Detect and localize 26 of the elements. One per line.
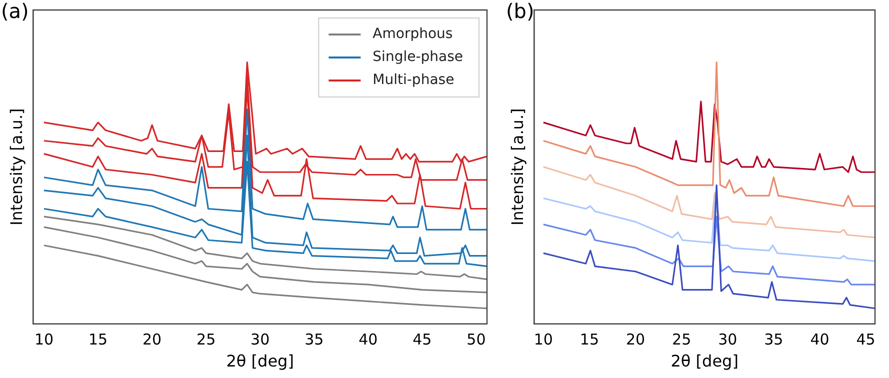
y-axis-title: Intensity [a.u.] (6, 108, 26, 226)
x-tick-label: 20 (142, 330, 162, 349)
x-tick-label: 40 (358, 330, 378, 349)
x-axis-title: 2θ [deg] (670, 352, 738, 371)
x-tick-label: 35 (304, 330, 324, 349)
x-tick-label: 45 (856, 330, 876, 349)
x-tick-label: 20 (626, 330, 646, 349)
x-tick-label: 30 (250, 330, 270, 349)
x-tick-label: 50 (466, 330, 486, 349)
x-axis-title: 2θ [deg] (226, 352, 294, 371)
x-tick-label: 15 (580, 330, 600, 349)
x-tick-label: 15 (88, 330, 108, 349)
legend-label: Single-phase (372, 49, 464, 66)
legend-label: Amorphous (372, 26, 453, 42)
x-tick-label: 10 (534, 330, 553, 349)
chart-title: (a) (1, 0, 29, 24)
x-tick-label: 30 (718, 330, 738, 349)
y-axis-title: Intensity [a.u.] (508, 108, 527, 226)
x-tick-label: 40 (810, 330, 830, 349)
legend-label: Multi-phase (372, 72, 454, 88)
x-tick-label: 35 (764, 330, 784, 349)
chart-title: (b) (506, 0, 534, 24)
x-tick-label: 10 (34, 330, 54, 349)
x-tick-label: 45 (412, 330, 432, 349)
x-tick-label: 25 (672, 330, 692, 349)
x-tick-label: 25 (196, 330, 216, 349)
